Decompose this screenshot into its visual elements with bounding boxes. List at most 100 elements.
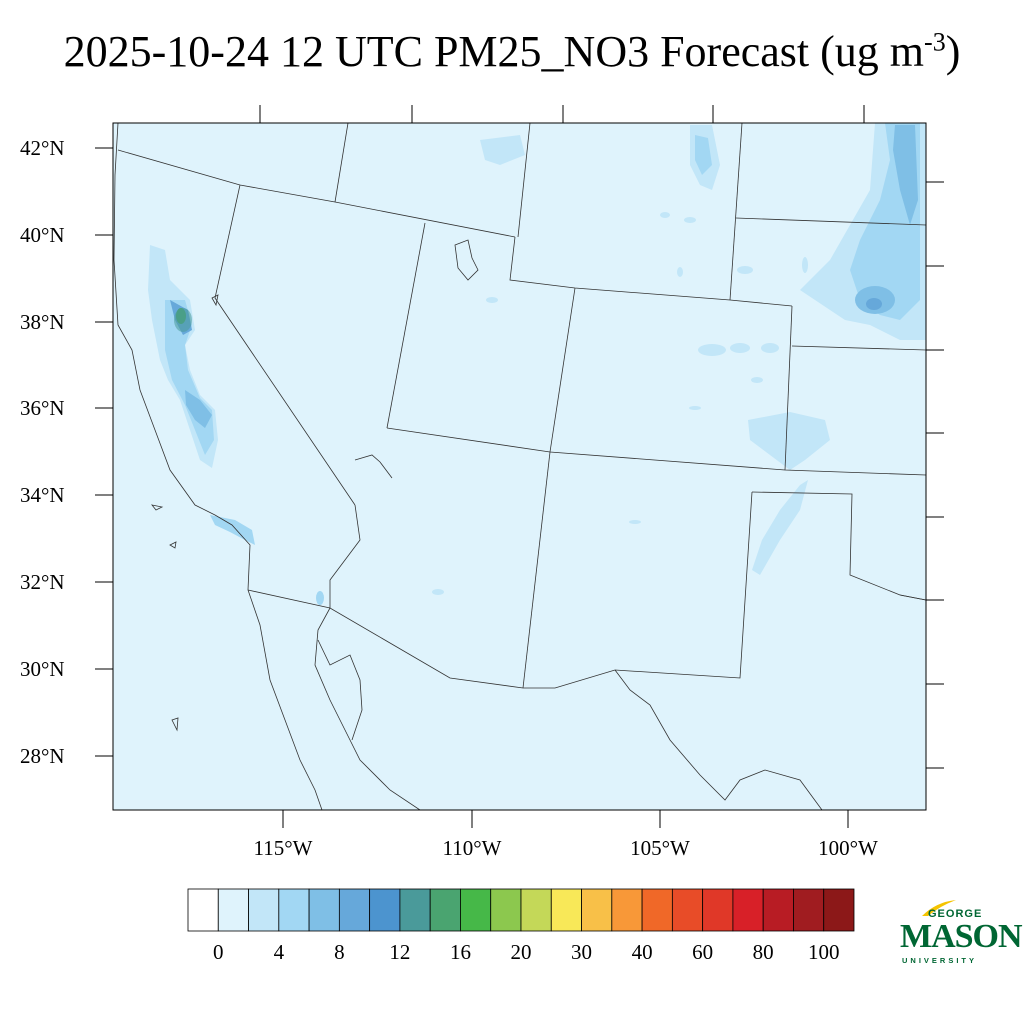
island-baja bbox=[171, 717, 179, 732]
gmu-logo: GEORGE MASON UNIVERSITY bbox=[898, 898, 1023, 968]
border-id-wy bbox=[334, 123, 349, 203]
colorbar-swatch-0 bbox=[187, 888, 219, 932]
coast-tx-east bbox=[899, 594, 926, 601]
state-boundaries bbox=[117, 123, 926, 689]
patch-2 bbox=[684, 217, 696, 223]
logo-line1: GEORGE bbox=[928, 908, 983, 920]
colorbar-tick-label: 16 bbox=[449, 940, 471, 964]
lat-label-32: 32°N bbox=[20, 570, 65, 594]
colorbar-tick-label: 0 bbox=[213, 940, 224, 964]
logo-line3: UNIVERSITY bbox=[902, 956, 978, 965]
plume-plains-north-core bbox=[893, 125, 918, 225]
title-text: 2025-10-24 12 UTC PM25_NO3 Forecast (ug … bbox=[63, 27, 925, 76]
colorbar-swatch-16 bbox=[671, 888, 704, 932]
colorbar-swatch-17 bbox=[702, 888, 734, 932]
plume-plains-core-max bbox=[866, 298, 882, 310]
patch-12 bbox=[432, 589, 444, 595]
border-nv-ut bbox=[386, 222, 426, 429]
colorbar-tick-label: 30 bbox=[571, 940, 593, 964]
colorbar-tick-label: 80 bbox=[752, 940, 774, 964]
coast-california bbox=[113, 123, 323, 810]
coast-baja-inner bbox=[317, 639, 363, 741]
title-closing: ) bbox=[945, 27, 961, 76]
patch-9 bbox=[751, 377, 763, 383]
coast-gulf-california bbox=[314, 607, 421, 810]
great-salt-lake bbox=[454, 239, 479, 281]
coastlines bbox=[113, 123, 926, 810]
colorbar-swatch-21 bbox=[823, 888, 855, 932]
lake-tahoe bbox=[211, 294, 219, 307]
island-channel-2 bbox=[169, 541, 177, 549]
river-rio-grande bbox=[614, 669, 823, 810]
patch-3 bbox=[677, 267, 683, 277]
colorbar-tick-label: 12 bbox=[389, 940, 411, 964]
lat-label-30: 30°N bbox=[20, 657, 65, 681]
lat-label-42: 42°N bbox=[20, 136, 65, 160]
colorbar-swatch-10 bbox=[490, 888, 522, 932]
border-or-ca-nv-id bbox=[117, 149, 516, 238]
map-frame bbox=[112, 122, 927, 811]
logo-swoosh-shape bbox=[922, 900, 956, 916]
patch-13 bbox=[316, 591, 324, 605]
border-wy-north bbox=[517, 123, 531, 238]
plume-wyoming-core bbox=[695, 135, 712, 175]
left-ticks bbox=[95, 147, 113, 757]
lon-label-105: 105°W bbox=[630, 836, 690, 860]
lat-label-34: 34°N bbox=[20, 483, 65, 507]
colorbar-swatch-6 bbox=[369, 888, 401, 932]
colorbar-swatch-20 bbox=[793, 888, 825, 932]
colorbar-swatch-15 bbox=[641, 888, 673, 932]
concentration-shading bbox=[148, 123, 926, 605]
colorbar-swatch-12 bbox=[550, 888, 582, 932]
lake-mead bbox=[354, 454, 393, 479]
colorbar-swatch-1 bbox=[217, 888, 249, 932]
lat-label-38: 38°N bbox=[20, 310, 65, 334]
border-ne-ks bbox=[791, 345, 926, 351]
plume-plains-south bbox=[748, 412, 830, 470]
right-ticks bbox=[926, 181, 944, 769]
patch-8 bbox=[761, 343, 779, 353]
lat-label-36: 36°N bbox=[20, 396, 65, 420]
title-unit-exponent: -3 bbox=[924, 27, 946, 57]
patch-7 bbox=[730, 343, 750, 353]
lat-label-40: 40°N bbox=[20, 223, 65, 247]
lon-label-110: 110°W bbox=[442, 836, 502, 860]
colorbar-tick-label: 4 bbox=[273, 940, 285, 964]
patch-4 bbox=[737, 266, 753, 274]
colorbar-tick-label: 20 bbox=[510, 940, 532, 964]
border-az-nm bbox=[522, 451, 551, 689]
island-channel bbox=[151, 504, 164, 511]
border-az-nm-north bbox=[386, 427, 926, 476]
patch-1 bbox=[660, 212, 670, 218]
colorbar-tick-label: 100 bbox=[807, 940, 840, 964]
colorbar-swatch-18 bbox=[732, 888, 764, 932]
colorbar-swatch-3 bbox=[278, 888, 310, 932]
plume-sierra-high bbox=[174, 308, 192, 332]
plume-texas-band bbox=[752, 480, 808, 575]
lat-label-28: 28°N bbox=[20, 744, 65, 768]
patch-10 bbox=[486, 297, 498, 303]
lon-label-115: 115°W bbox=[253, 836, 313, 860]
border-sd-ne bbox=[735, 217, 926, 226]
patch-11 bbox=[689, 406, 701, 410]
colorbar-swatch-2 bbox=[248, 888, 280, 932]
top-ticks bbox=[259, 105, 865, 123]
colorbar-swatch-5 bbox=[338, 888, 371, 932]
forecast-map bbox=[95, 105, 944, 828]
border-nm-tx bbox=[247, 491, 753, 689]
border-ut-co bbox=[549, 287, 576, 453]
plume-sierra-south-core bbox=[185, 390, 212, 428]
colorbar-tick-label: 40 bbox=[631, 940, 653, 964]
patch-5 bbox=[802, 257, 808, 273]
border-ca-nv bbox=[214, 184, 356, 506]
chart-title: 2025-10-24 12 UTC PM25_NO3 Forecast (ug … bbox=[0, 26, 1024, 77]
colorbar-swatch-4 bbox=[308, 888, 340, 932]
colorbar-tick-label: 8 bbox=[334, 940, 345, 964]
colorbar-swatch-13 bbox=[581, 888, 613, 932]
patch-14 bbox=[629, 520, 641, 524]
colorbar bbox=[187, 888, 855, 932]
colorbar-swatch-14 bbox=[611, 888, 643, 932]
border-wy-ne bbox=[729, 123, 743, 301]
colorbar-swatch-11 bbox=[520, 888, 552, 932]
patch-6 bbox=[698, 344, 726, 356]
